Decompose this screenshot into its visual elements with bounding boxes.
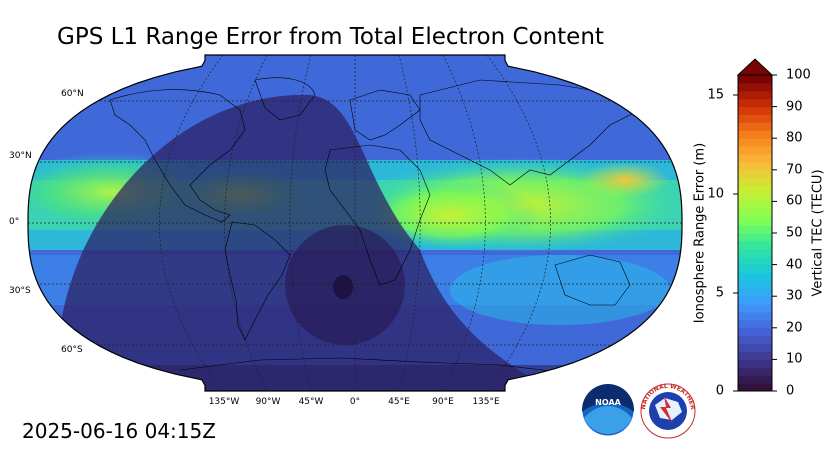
colorbar-segment xyxy=(738,280,772,289)
tec-tick-50: 50 xyxy=(786,225,803,241)
noaa-logo: NOAA xyxy=(581,383,635,437)
graticule-lon xyxy=(224,55,268,391)
tec-tick-80: 80 xyxy=(786,130,803,146)
colorbar-segment xyxy=(738,256,772,266)
colorbar-segment xyxy=(738,288,772,297)
colorbar-segment xyxy=(738,90,772,100)
colorbar-segment xyxy=(738,359,772,368)
colorbar-segment xyxy=(738,177,772,187)
colorbar-segment xyxy=(738,122,772,131)
colorbar-segment xyxy=(738,138,772,147)
colorbar-segment xyxy=(738,82,772,92)
range-error-axis-label: Ionosphere Range Error (m) xyxy=(692,142,708,324)
colorbar-segment xyxy=(738,106,772,115)
chart-title: GPS L1 Range Error from Total Electron C… xyxy=(57,24,604,50)
tec-tick-60: 60 xyxy=(786,193,803,209)
colorbar-segment xyxy=(738,264,772,273)
tec-tick-100: 100 xyxy=(786,67,811,83)
colorbar-segment xyxy=(738,185,772,194)
timestamp: 2025-06-16 04:15Z xyxy=(22,419,216,443)
colorbar-segment xyxy=(738,240,772,250)
colorbar-segment xyxy=(738,272,772,281)
lon-label-135w: 135°W xyxy=(208,397,240,407)
lat-label-30s: 30°S xyxy=(9,286,31,296)
tec-axis-label: Vertical TEC (TECU) xyxy=(810,169,826,297)
colorbar-segment xyxy=(738,335,772,345)
tec-tick-70: 70 xyxy=(786,162,803,178)
lon-label-90w: 90°W xyxy=(255,397,281,407)
colorbar-segment xyxy=(738,154,772,163)
colorbar-segment xyxy=(738,327,772,337)
colorbar-segment xyxy=(738,169,772,179)
colorbar-segment xyxy=(738,233,772,242)
colorbar-segment xyxy=(738,209,772,218)
lon-label-0: 0° xyxy=(349,397,361,407)
colorbar-segment xyxy=(738,193,772,202)
tec-tick-30: 30 xyxy=(786,288,803,304)
colorbar-segment xyxy=(738,296,772,305)
graticule-lon xyxy=(159,55,224,391)
lat-label-60s: 60°S xyxy=(61,345,83,355)
colorbar-segment xyxy=(738,217,772,226)
colorbar-segment xyxy=(738,75,772,84)
colorbar-segment xyxy=(738,161,772,171)
lon-label-45e: 45°E xyxy=(388,397,410,407)
lon-label-90e: 90°E xyxy=(432,397,454,407)
lon-label-45w: 45°W xyxy=(298,397,324,407)
colorbar-segment xyxy=(738,201,772,210)
tec-field xyxy=(28,55,682,391)
colorbar-segment xyxy=(738,98,772,108)
lat-label-30n: 30°N xyxy=(9,151,32,161)
colorbar xyxy=(733,58,777,392)
range-tick-10: 10 xyxy=(707,186,724,202)
colorbar-segment xyxy=(738,367,772,376)
range-tick-15: 15 xyxy=(707,87,724,103)
tec-tick-90: 90 xyxy=(786,99,803,115)
colorbar-segment xyxy=(738,319,772,329)
colorbar-segment xyxy=(738,375,772,384)
graticule-lon xyxy=(486,55,551,391)
colorbar-segment xyxy=(738,304,772,313)
colorbar-segment xyxy=(738,225,772,234)
graticule-lon xyxy=(289,55,312,391)
colorbar-segment xyxy=(738,248,772,258)
colorbar-extend-arrow xyxy=(736,58,774,76)
colorbar-segment xyxy=(738,114,772,123)
tec-tick-20: 20 xyxy=(786,320,803,336)
noaa-logo-text: NOAA xyxy=(595,398,621,407)
lon-label-135e: 135°E xyxy=(472,397,500,407)
globe-outline xyxy=(27,54,683,392)
colorbar-segment xyxy=(738,130,772,139)
tec-tick-10: 10 xyxy=(786,351,803,367)
colorbar-segment xyxy=(738,351,772,360)
colorbar-segment xyxy=(738,146,772,155)
tec-tick-40: 40 xyxy=(786,257,803,273)
range-tick-0: 0 xyxy=(715,383,724,399)
range-tick-5: 5 xyxy=(715,285,724,301)
colorbar-segment xyxy=(738,312,772,321)
tec-tick-0: 0 xyxy=(786,383,795,399)
lat-label-0: 0° xyxy=(9,217,20,227)
graticule-lon xyxy=(442,55,486,391)
graticule-lon xyxy=(398,55,421,391)
colorbar-segment xyxy=(738,383,772,392)
colorbar-segment xyxy=(738,343,772,352)
lat-label-60n: 60°N xyxy=(61,89,84,99)
